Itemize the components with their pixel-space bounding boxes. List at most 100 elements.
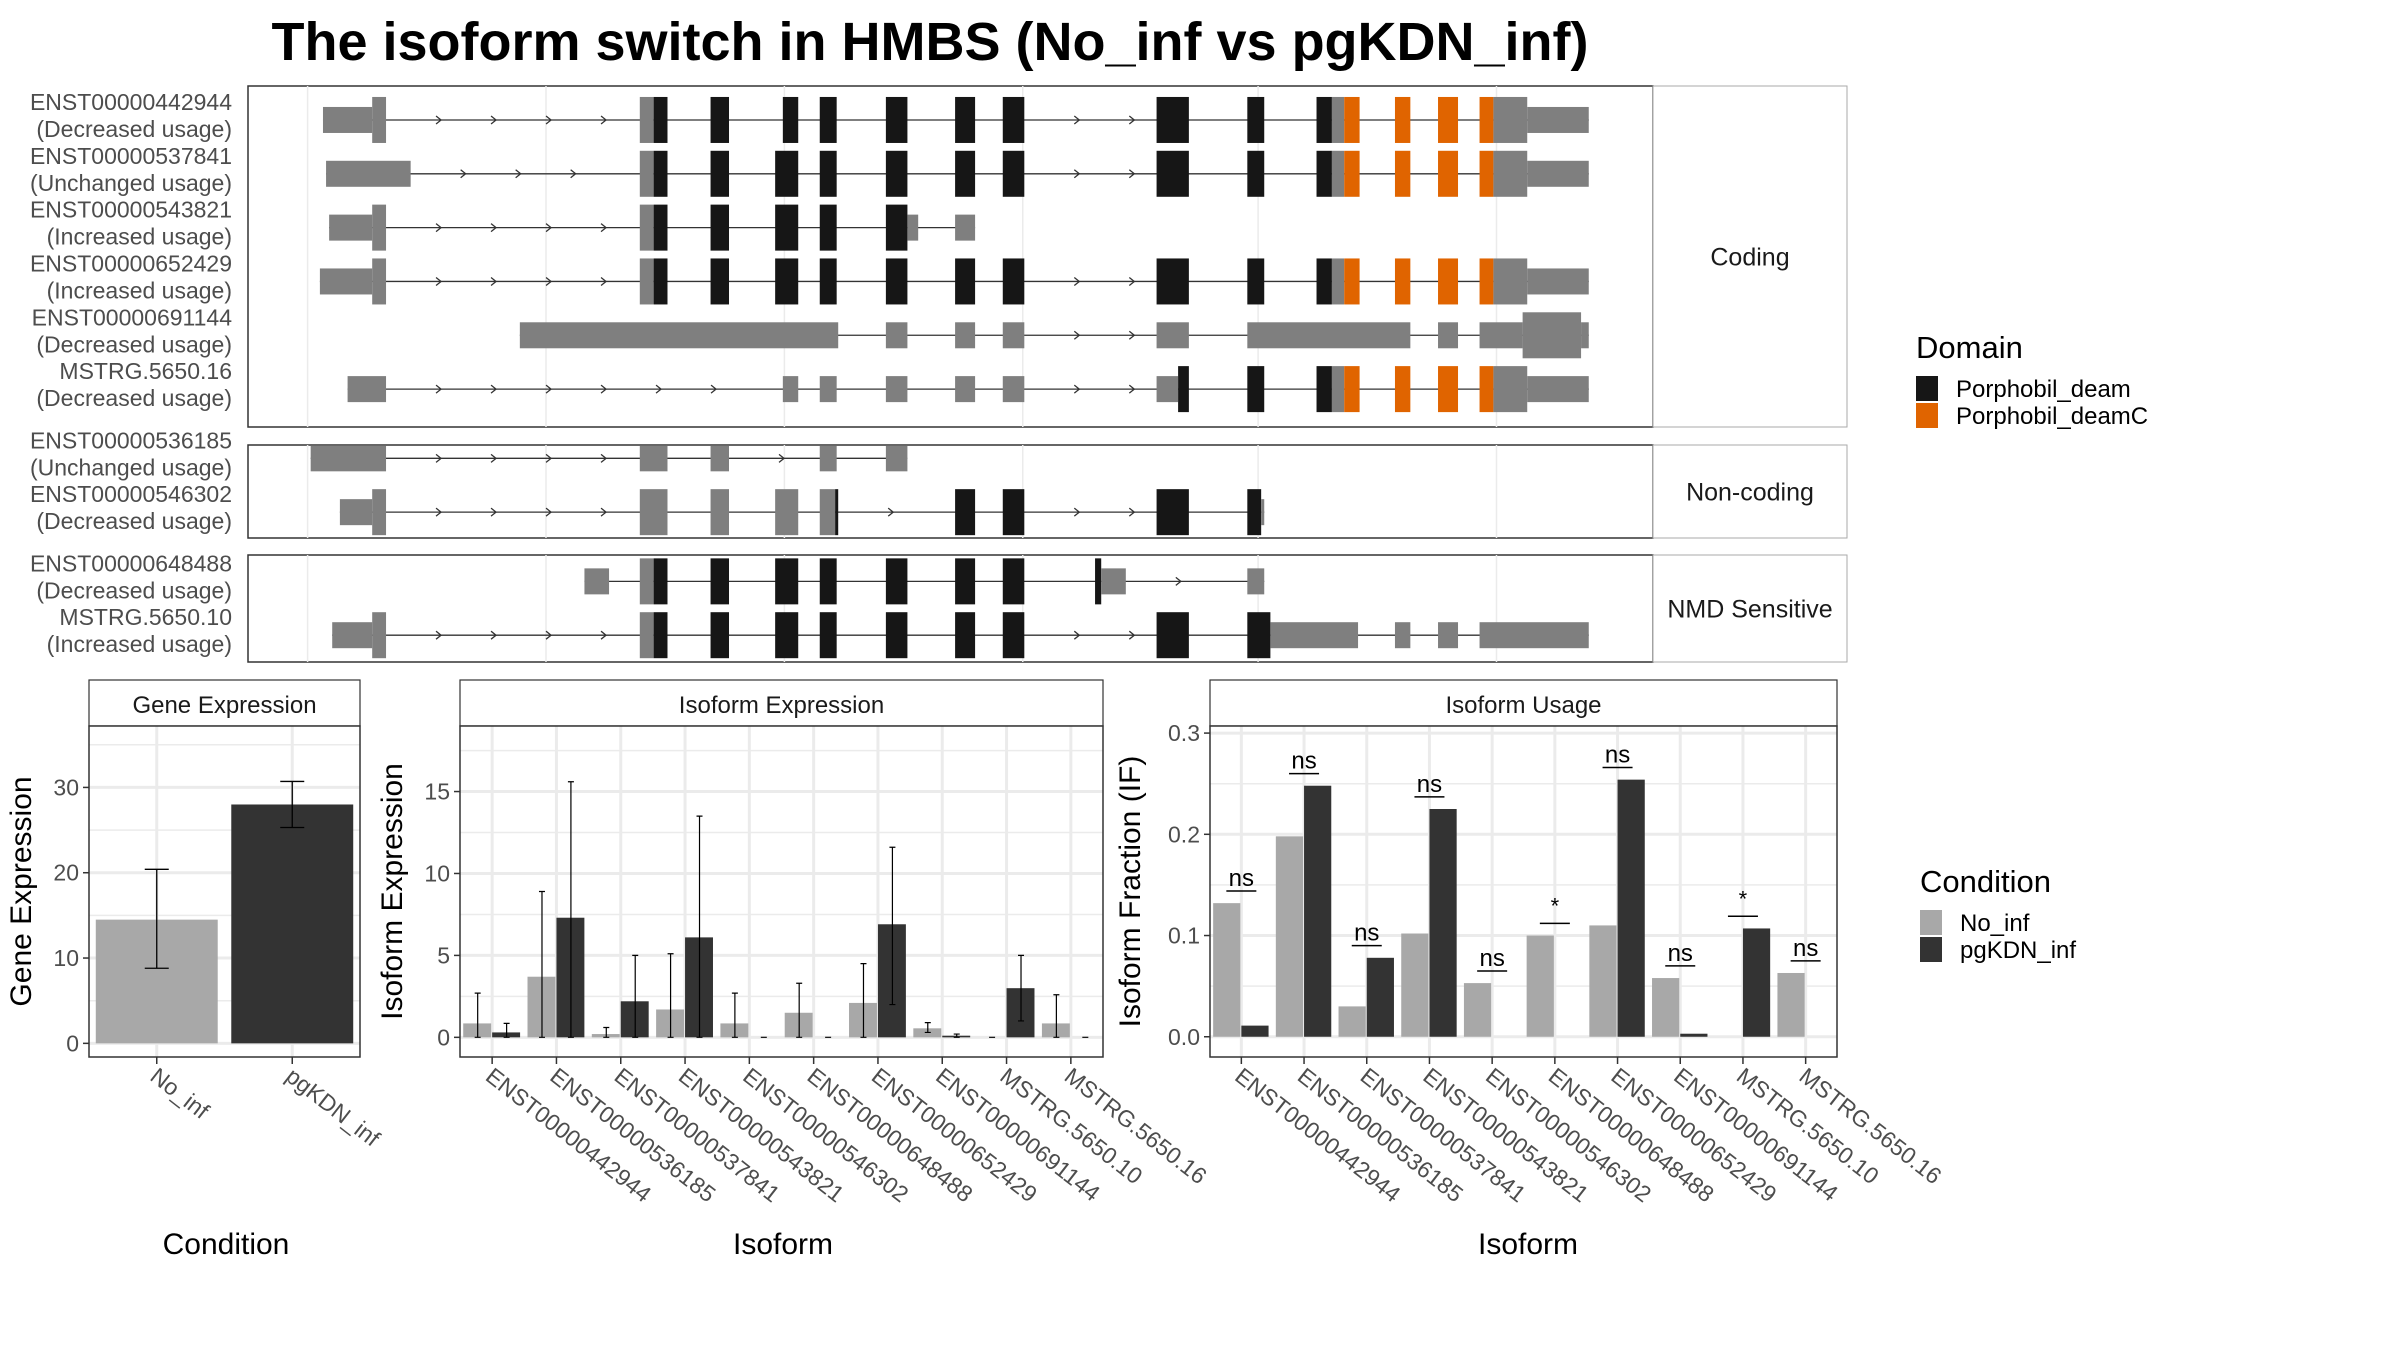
exon-dom [955,150,976,197]
significance-label: * [1551,893,1560,918]
transcript-panel-non-coding: Non-coding ENST00000536185(Unchanged usag… [30,427,1848,539]
exon-dom [710,258,730,305]
exon-utr [329,214,373,241]
exon-utr [819,376,837,403]
bar-pgKDN_inf-ENST00000543821 [1429,809,1457,1037]
exon-dom [1247,489,1262,536]
exon-cds [1493,366,1528,413]
exon-utr [1101,568,1126,595]
bar-No_inf-MSTRG.5650.16 [1777,972,1805,1037]
transcript-id: ENST00000442944 [30,89,232,115]
intron-arrow [435,630,443,640]
exon-dom [782,96,799,143]
exon-dom [1247,612,1271,659]
exon-utr [907,214,919,241]
exon-dom [1247,258,1265,305]
error-bar [632,954,639,1038]
intron-arrow [490,276,498,286]
exon-utr [1527,268,1589,295]
exon-utr [955,322,976,349]
exon-utr [885,322,908,349]
strip-box [459,679,1104,727]
intron-arrow [435,223,443,233]
exon-dom [955,96,976,143]
exon-dom [710,612,730,659]
exon-dom [1316,366,1332,413]
bar-pgKDN_inf-ENST00000442944 [1241,1025,1269,1037]
transcript-usage: (Decreased usage) [36,577,232,603]
intron-arrow [435,276,443,286]
error-bar [1053,994,1060,1038]
strip-label: Non-coding [1686,479,1814,507]
x-axis-title: Isoform [1478,1228,1578,1261]
intron-arrow [600,507,608,517]
bar-No_inf-ENST00000543821 [1401,933,1429,1037]
error-bar [860,962,867,1038]
y-tick-label: 10 [424,860,450,886]
intron-arrow [600,453,608,463]
error-bar [567,781,574,1038]
exon-dom [819,204,837,251]
error-bar [731,992,738,1038]
transcript-id: ENST00000648488 [30,550,232,576]
exon-dom [1002,558,1025,605]
transcript-usage: (Increased usage) [47,224,232,250]
bar-No_inf-ENST00000652429 [1589,925,1617,1037]
intron-arrow [887,507,895,517]
error-bar [474,992,481,1038]
bar-No_inf-ENST00000536185 [1275,836,1304,1037]
y-tick-label: 20 [53,860,79,886]
exon-dom [1178,366,1189,413]
exon-domC [1344,96,1360,143]
exon-cds [639,204,654,251]
exon-dom [835,489,839,536]
exon-dom [775,558,799,605]
bar-No_inf-ENST00000691144 [1652,978,1680,1037]
intron-arrow [435,384,443,394]
exon-domC [1394,96,1411,143]
intron-arrow [490,223,498,233]
exon-utr [1002,376,1025,403]
exon-utr [1479,622,1589,649]
exon-dom [1002,258,1025,305]
intron-arrow [1128,169,1136,179]
exon-cds [372,96,387,143]
intron-arrow [1073,276,1081,286]
transcript-id: MSTRG.5650.16 [59,358,232,384]
legend-label: pgKDN_inf [1960,937,2076,964]
exon-cds [1331,258,1345,305]
transcript-usage: (Increased usage) [47,631,232,657]
exon-dom [653,612,668,659]
exon-dom [653,558,668,605]
exon-cds [710,489,730,536]
intron-arrow [710,384,718,394]
exon-utr [955,376,976,403]
y-axis-title: Isoform Fraction (IF) [1114,756,1147,1028]
exon-domC [1394,258,1411,305]
plot-frame [1209,725,1838,1058]
transcript-usage: (Decreased usage) [36,385,232,411]
transcript-row: ENST00000537841(Unchanged usage) [30,143,1589,197]
bar-No_inf-ENST00000537841 [1338,1006,1366,1037]
legend-label: No_inf [1960,910,2030,937]
transcript-id: ENST00000546302 [30,481,232,507]
exon-utr [339,499,373,526]
exon-utr [1438,622,1459,649]
transcript-row: ENST00000442944(Decreased usage) [30,89,1589,143]
y-tick-label: 0.2 [1168,821,1200,847]
intron-arrow [545,223,553,233]
intron-arrow [435,115,443,125]
plot-frame [459,725,1104,1058]
intron-arrow [435,507,443,517]
significance-label: ns [1605,742,1630,769]
intron-arrow [1073,169,1081,179]
exon-cds [1493,258,1528,305]
exon-domC [1394,150,1411,197]
transcript-id: MSTRG.5650.10 [59,604,232,630]
intron-arrow [490,384,498,394]
transcript-usage: (Decreased usage) [36,331,232,357]
exon-cds [1493,150,1528,197]
exon-dom [1156,489,1189,536]
